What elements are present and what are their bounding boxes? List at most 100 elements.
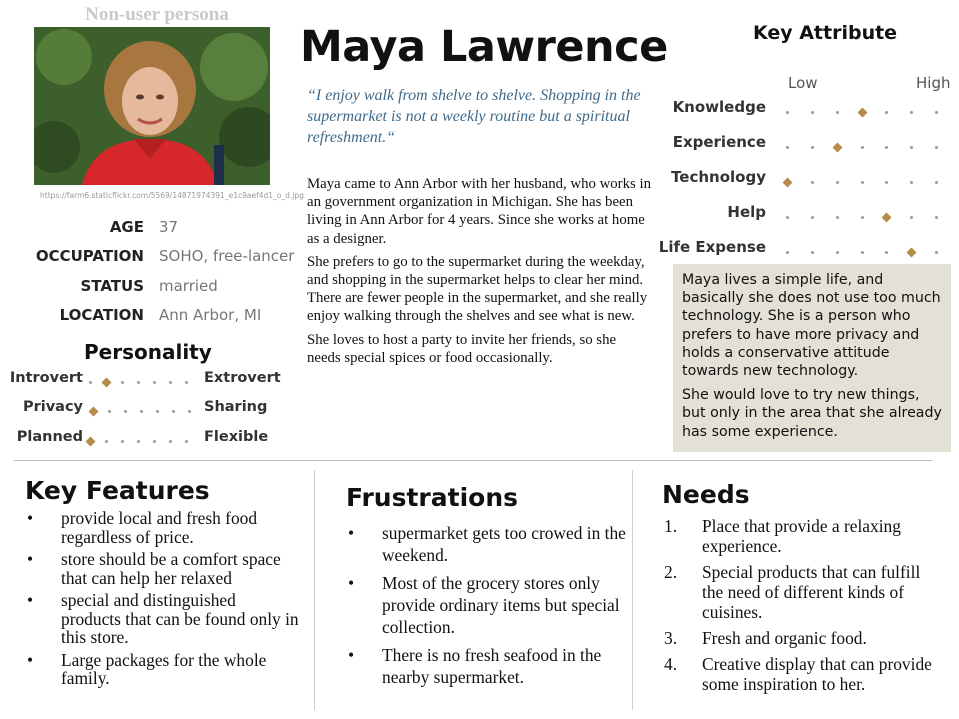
column-divider: [632, 470, 633, 710]
persona-bio: Maya came to Ann Arbor with her husband,…: [307, 175, 652, 372]
profile-label: LOCATION: [59, 306, 144, 324]
attribute-row-life-expense: Life Expense: [0, 238, 959, 260]
scale-dot: [786, 251, 789, 254]
scale-dot: [153, 440, 156, 443]
scale-dot: [860, 251, 864, 254]
profile-label: OCCUPATION: [35, 247, 144, 265]
scale-low-label: Low: [788, 74, 818, 92]
scale-dot: [860, 216, 864, 219]
personality-row: Introvert Extrovert: [0, 370, 300, 392]
scale-dot: [835, 216, 839, 219]
attribute-name: Life Expense: [658, 238, 766, 256]
scale-dot: [169, 440, 172, 443]
list-item: 4. Creative display that can provide some…: [662, 654, 932, 694]
summary-paragraph: Maya lives a simple life, and basically …: [682, 272, 941, 380]
scale-dot: [885, 111, 889, 114]
scale-dot: [786, 216, 789, 219]
persona-type-label: Non-user persona: [85, 4, 229, 25]
scale-dot: [786, 146, 789, 149]
list-item-text: supermarket gets too crowed in the weeke…: [382, 523, 626, 565]
list-item: 2. Special products that can fulfill the …: [662, 562, 932, 622]
profile-value: married: [159, 277, 218, 295]
trait-right-label: Flexible: [204, 429, 269, 445]
list-item-text: Place that provide a relaxing experience…: [702, 516, 901, 556]
list-item: • special and distinguished products that…: [25, 591, 300, 647]
trait-scale: [88, 406, 191, 417]
profile-row-occupation: OCCUPATION SOHO, free-lancer: [0, 247, 300, 269]
scale-dot: [935, 111, 938, 114]
scale-dot: [860, 146, 864, 149]
scale-dot: [169, 381, 172, 384]
summary-paragraph: She would love to try new things, but on…: [682, 387, 942, 440]
bio-paragraph: She prefers to go to the supermarket dur…: [307, 253, 648, 325]
attribute-name: Technology: [671, 168, 766, 186]
scale-dot: [935, 146, 938, 149]
persona-summary-box: Maya lives a simple life, and basically …: [673, 264, 951, 452]
list-item: 3. Fresh and organic food.: [662, 628, 932, 648]
attribute-scale: [786, 212, 938, 223]
attribute-name: Knowledge: [672, 98, 766, 116]
scale-dot: [835, 111, 839, 114]
scale-dot: [188, 410, 191, 413]
list-item: • provide local and fresh food regardless…: [25, 509, 300, 546]
key-features-title: Key Features: [25, 476, 210, 505]
bullet-glyph: •: [27, 649, 34, 670]
item-number: 2.: [664, 562, 678, 582]
portrait-image: [34, 27, 270, 185]
scale-dot: [172, 410, 175, 413]
scale-dot: [935, 181, 938, 184]
list-item-text: Creative display that can provide some i…: [702, 654, 932, 694]
profile-value: Ann Arbor, MI: [159, 306, 262, 324]
section-divider: [14, 460, 932, 461]
level-marker-icon: [85, 436, 96, 447]
frustrations-list: • supermarket gets too crowed in the week…: [346, 522, 626, 694]
attribute-row-knowledge: Knowledge: [0, 98, 959, 120]
level-marker-icon: [881, 212, 892, 223]
list-item-text: Fresh and organic food.: [702, 628, 867, 648]
trait-left-label: Privacy: [22, 399, 83, 415]
list-item: • Large packages for the whole family.: [25, 649, 300, 688]
attribute-scale: [786, 247, 938, 258]
profile-value: 37: [159, 218, 179, 236]
list-item: • store should be a comfort space that ca…: [25, 550, 300, 587]
trait-right-label: Sharing: [204, 399, 268, 415]
attribute-name: Help: [727, 203, 766, 221]
scale-dot: [935, 251, 938, 254]
scale-dot: [124, 410, 127, 413]
level-marker-icon: [906, 247, 917, 258]
trait-left-label: Introvert: [9, 370, 83, 386]
scale-dot: [121, 440, 124, 443]
bullet-glyph: •: [348, 573, 355, 593]
item-number: 3.: [664, 628, 678, 648]
level-marker-icon: [782, 177, 793, 188]
attribute-row-help: Help: [0, 203, 959, 225]
list-item: • There is no fresh seafood in the nearby…: [346, 644, 626, 688]
scale-dot: [156, 410, 159, 413]
scale-dot: [810, 216, 814, 219]
list-item: 1. Place that provide a relaxing experien…: [662, 516, 932, 556]
attribute-scale: [786, 142, 938, 153]
persona-photo: [34, 27, 270, 185]
scale-dot: [810, 146, 814, 149]
list-item: • Most of the grocery stores only provide…: [346, 572, 626, 638]
scale-dot: [885, 251, 889, 254]
scale-dot: [89, 381, 92, 384]
scale-dot: [835, 251, 839, 254]
scale-dot: [810, 181, 814, 184]
list-item: • supermarket gets too crowed in the week…: [346, 522, 626, 566]
scale-dot: [860, 181, 864, 184]
photo-credit-url: https://farm6.staticflickr.com/5569/1487…: [40, 191, 304, 200]
scale-dot: [885, 181, 889, 184]
scale-dot: [910, 181, 914, 184]
scale-dot: [910, 216, 914, 219]
scale-dot: [786, 111, 789, 114]
personality-row: Planned Flexible: [0, 429, 300, 451]
key-features-list: • provide local and fresh food regardless…: [25, 509, 300, 692]
scale-high-label: High: [916, 74, 951, 92]
needs-title: Needs: [662, 480, 750, 509]
list-item-text: Large packages for the whole family.: [61, 649, 267, 688]
list-item-text: Most of the grocery stores only provide …: [382, 573, 620, 637]
level-marker-icon: [101, 377, 112, 388]
scale-dot: [185, 440, 188, 443]
list-item-text: special and distinguished products that …: [61, 590, 299, 647]
